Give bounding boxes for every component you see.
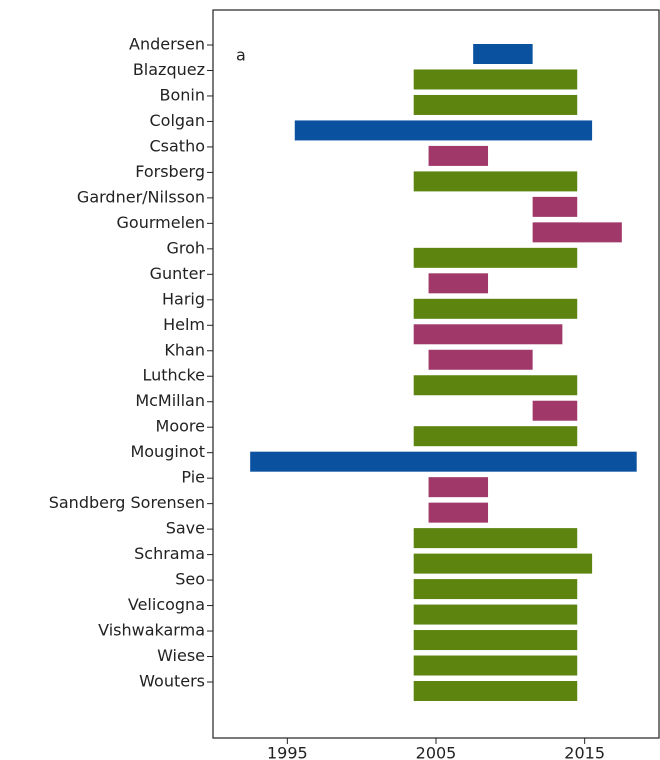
y-tick-label: Blazquez <box>133 60 205 79</box>
y-tick-label: Helm <box>163 315 205 334</box>
y-tick-label: Gourmelen <box>117 213 205 232</box>
bar <box>428 273 489 294</box>
bar <box>413 630 578 651</box>
y-tick-label: Forsberg <box>135 162 205 181</box>
y-tick-label: Schrama <box>134 544 205 563</box>
bar <box>413 426 578 447</box>
y-tick-label: Luthcke <box>142 366 205 385</box>
bar <box>413 247 578 268</box>
y-tick-label: Gunter <box>150 264 206 283</box>
y-tick-label: McMillan <box>135 391 205 410</box>
bar <box>428 502 489 523</box>
y-tick-label: Wouters <box>139 672 205 691</box>
bar <box>413 298 578 319</box>
bar <box>413 69 578 90</box>
x-tick-label: 2005 <box>416 744 457 760</box>
bar <box>294 120 593 141</box>
bar <box>413 528 578 549</box>
bar <box>413 324 563 345</box>
y-tick-label: Bonin <box>160 85 206 104</box>
bar <box>428 477 489 498</box>
bar <box>413 655 578 676</box>
bar <box>532 196 578 217</box>
y-tick-label: Moore <box>156 417 205 436</box>
bar <box>413 94 578 115</box>
y-tick-label: Groh <box>166 238 205 257</box>
bar <box>413 681 578 701</box>
bar <box>413 553 593 574</box>
y-tick-label: Colgan <box>149 111 205 130</box>
bar <box>413 375 578 396</box>
bar <box>428 349 533 370</box>
y-tick-label: Sandberg Sorensen <box>49 493 205 512</box>
bar <box>532 400 578 421</box>
bar <box>428 145 489 166</box>
bar <box>413 171 578 192</box>
y-tick-label: Mouginot <box>130 442 205 461</box>
bar <box>413 604 578 625</box>
y-tick-label: Save <box>166 519 205 538</box>
y-tick-label: Csatho <box>149 136 205 155</box>
y-tick-label: Khan <box>164 340 205 359</box>
x-tick-label: 2015 <box>564 744 605 760</box>
annotation: a <box>236 46 246 65</box>
y-tick-label: Seo <box>175 570 205 589</box>
bar <box>473 44 533 64</box>
bar <box>532 222 622 243</box>
y-tick-label: Gardner/Nilsson <box>77 187 205 206</box>
y-tick-label: Andersen <box>129 35 205 54</box>
y-tick-label: Pie <box>181 468 205 487</box>
y-tick-label: Wiese <box>157 646 205 665</box>
x-tick-label: 1995 <box>267 744 308 760</box>
bar <box>413 579 578 600</box>
y-tick-label: Vishwakarma <box>98 621 205 640</box>
y-tick-label: Harig <box>162 289 205 308</box>
bar <box>250 451 637 472</box>
plot-frame <box>212 9 660 739</box>
y-tick-label: Velicogna <box>128 595 205 614</box>
